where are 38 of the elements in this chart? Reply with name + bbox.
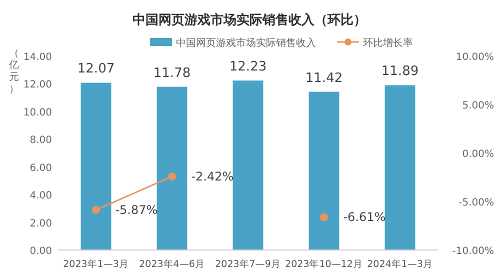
x-tick-label: 2023年7—9月 — [215, 258, 281, 270]
y-tick-label: 14.00 — [23, 52, 52, 63]
y2-tick-label: 10.00% — [456, 52, 494, 63]
chart-title: 中国网页游戏市场实际销售收入（环比） — [132, 12, 366, 28]
x-tick-label: 2023年4—6月 — [139, 258, 205, 270]
x-tick-label: 2023年10—12月 — [285, 258, 363, 270]
bar — [308, 92, 340, 250]
data-label: 12.07 — [77, 62, 115, 77]
y2-tick-label: 5.00% — [462, 100, 494, 112]
y2-tick-label: -5.00% — [458, 198, 494, 208]
y2-tick-label: 0.00% — [462, 149, 494, 160]
y-tick-label: 10.00 — [23, 107, 52, 118]
y-tick-label: 0.00 — [30, 246, 52, 257]
x-tick-label: 2024年1—3月 — [367, 258, 433, 270]
data-label: 12.23 — [229, 60, 267, 75]
point — [168, 172, 176, 180]
data-label: -5.87% — [115, 202, 158, 217]
y-axis-title: （亿元） — [8, 48, 19, 95]
legend-label: 环比增长率 — [363, 37, 413, 49]
legend-label: 中国网页游戏市场实际销售收入 — [176, 37, 316, 49]
bar — [156, 86, 188, 250]
y-tick-label: 6.00 — [30, 162, 52, 174]
bar — [384, 85, 416, 250]
data-label: 11.42 — [305, 70, 343, 86]
point — [320, 213, 328, 222]
point — [92, 206, 100, 214]
y-tick-label: 2.00 — [30, 218, 52, 230]
x-tick-label: 2023年1—3月 — [63, 258, 129, 270]
bar — [232, 80, 264, 250]
y-tick-label: 4.00 — [30, 190, 52, 202]
y2-tick-label: -10.00% — [452, 246, 494, 257]
y-tick-label: 8.00 — [30, 135, 52, 146]
data-label: -6.61% — [343, 210, 386, 224]
y-tick-label: 12.00 — [23, 80, 52, 91]
bar — [80, 82, 112, 250]
data-label: 11.89 — [381, 64, 419, 80]
data-label: -2.42% — [191, 169, 234, 184]
data-label: 11.78 — [153, 66, 191, 81]
